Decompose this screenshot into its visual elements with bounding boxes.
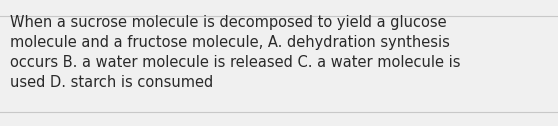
Text: When a sucrose molecule is decomposed to yield a glucose
molecule and a fructose: When a sucrose molecule is decomposed to… — [10, 15, 460, 90]
